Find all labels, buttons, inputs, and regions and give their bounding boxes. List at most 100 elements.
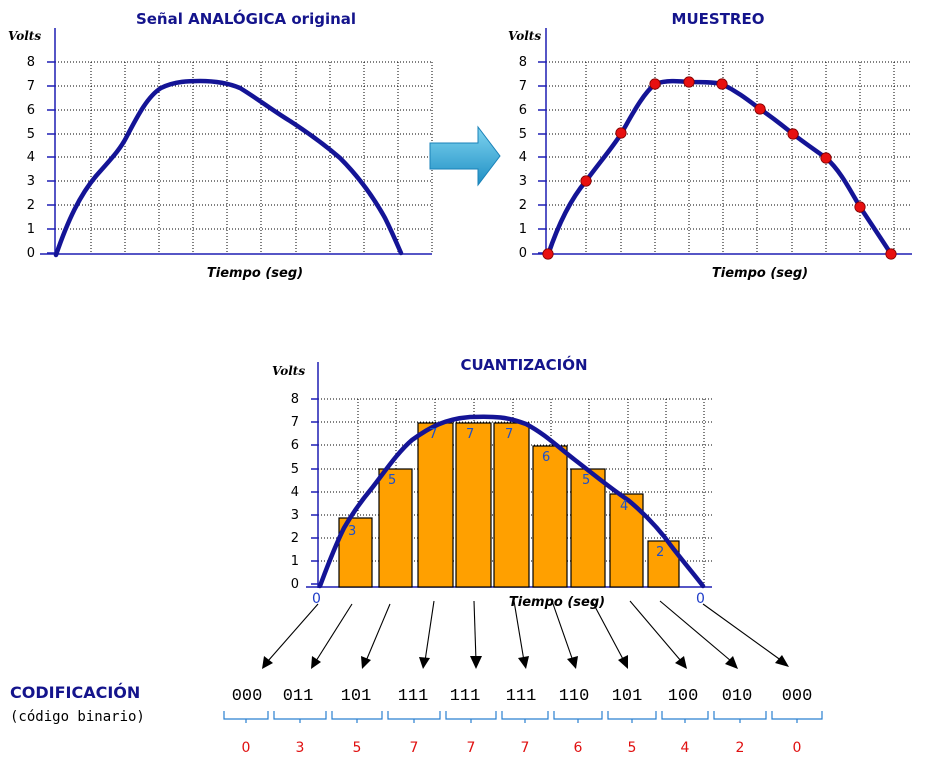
y-tick-label: 6	[519, 103, 527, 118]
sample-point	[885, 248, 897, 260]
decimal-value: 5	[353, 740, 362, 756]
bar-value-label: 5	[388, 473, 396, 488]
sample-points	[542, 76, 897, 260]
y-tick-label: 1	[291, 554, 299, 569]
y-tick-label: 0	[27, 246, 35, 261]
quantization-bar	[532, 445, 568, 588]
quantization-signal-curve	[317, 414, 706, 589]
sampling-panel: MUESTREO Volts	[508, 10, 912, 281]
decimal-value: 0	[793, 740, 802, 756]
y-tick-label: 0	[519, 246, 527, 261]
decimal-value: 6	[574, 740, 583, 756]
decimal-value: 7	[410, 740, 419, 756]
y-tick-label: 2	[291, 531, 299, 546]
sampling-grid	[546, 61, 912, 253]
y-tick-label: 3	[291, 508, 299, 523]
coding-title: CODIFICACIÓN	[10, 683, 140, 702]
binary-code: 111	[398, 687, 429, 706]
analog-xlabel: Tiempo (seg)	[207, 266, 303, 281]
sample-point	[854, 201, 866, 213]
binary-code: 111	[450, 687, 481, 706]
bar-value-label: 5	[582, 473, 590, 488]
analog-signal-curve	[53, 78, 404, 258]
decimal-value: 2	[736, 740, 745, 756]
binary-code: 000	[232, 687, 263, 706]
decimal-value: 4	[681, 740, 690, 756]
bar-value-label: 7	[429, 427, 437, 442]
coding-subtitle: (código binario)	[10, 709, 145, 725]
decimal-value: 7	[467, 740, 476, 756]
y-tick-label: 1	[27, 222, 35, 237]
sampling-ylabel: Volts	[508, 29, 541, 43]
y-tick-label: 8	[519, 55, 527, 70]
y-tick-label: 4	[519, 150, 527, 165]
binary-code: 100	[668, 687, 699, 706]
quantization-bar	[417, 422, 454, 588]
binary-code: 101	[612, 687, 643, 706]
sample-point	[615, 127, 627, 139]
y-tick-label: 2	[519, 198, 527, 213]
analog-grid	[55, 61, 433, 253]
quantization-bar	[570, 468, 606, 588]
y-tick-label: 0	[291, 577, 299, 592]
y-tick-label: 2	[27, 198, 35, 213]
sample-point	[580, 175, 592, 187]
coding-section: CODIFICACIÓN (código binario) 000 011 10…	[10, 683, 823, 756]
y-tick-label: 5	[291, 462, 299, 477]
coding-arrows	[262, 600, 789, 669]
y-tick-label: 7	[291, 415, 299, 430]
y-tick-label: 3	[27, 174, 35, 189]
start-zero-label: 0	[312, 591, 321, 607]
analog-ylabel: Volts	[8, 29, 41, 43]
y-tick-label: 7	[27, 79, 35, 94]
y-tick-label: 6	[291, 438, 299, 453]
decimal-value: 7	[521, 740, 530, 756]
y-tick-label: 3	[519, 174, 527, 189]
decimal-values: 0 3 5 7 7 7 6 5 4 2 0	[242, 740, 802, 756]
binary-code: 010	[722, 687, 753, 706]
sample-point	[542, 248, 554, 260]
binary-code: 000	[782, 687, 813, 706]
y-tick-label: 4	[291, 485, 299, 500]
bar-value-label: 7	[466, 427, 474, 442]
decimal-value: 3	[296, 740, 305, 756]
code-braces	[223, 711, 823, 723]
y-tick-label: 7	[519, 79, 527, 94]
analog-title: Señal ANALÓGICA original	[136, 9, 356, 28]
quantization-bar	[455, 422, 492, 588]
binary-code: 111	[506, 687, 537, 706]
sampling-title: MUESTREO	[672, 10, 765, 28]
binary-code: 101	[341, 687, 372, 706]
binary-codes: 000 011 101 111 111 111 110 101 100 010 …	[232, 687, 813, 706]
y-tick-label: 1	[519, 222, 527, 237]
sample-point	[820, 152, 832, 164]
bar-value-label: 6	[542, 450, 550, 465]
sample-point	[649, 78, 661, 90]
y-tick-label: 5	[27, 127, 35, 142]
sample-point	[683, 76, 695, 88]
sampling-y-ticks: 0 1 2 3 4 5 6 7 8	[519, 55, 546, 261]
bar-value-label: 2	[656, 545, 664, 560]
quantization-xlabel: Tiempo (seg)	[509, 595, 605, 610]
sample-point	[787, 128, 799, 140]
y-tick-label: 8	[27, 55, 35, 70]
quantization-title: CUANTIZACIÓN	[460, 355, 587, 374]
bar-value-label: 4	[620, 499, 628, 514]
right-arrow-icon	[429, 125, 501, 187]
sample-point	[754, 103, 766, 115]
y-tick-label: 6	[27, 103, 35, 118]
bar-value-label: 3	[348, 524, 356, 539]
sampling-xlabel: Tiempo (seg)	[712, 266, 808, 281]
y-tick-label: 5	[519, 127, 527, 142]
end-zero-label: 0	[696, 591, 705, 607]
analog-panel: Señal ANALÓGICA original Volts	[8, 9, 433, 281]
sampled-signal-curve	[545, 78, 894, 258]
y-tick-label: 8	[291, 392, 299, 407]
quantization-bar	[493, 422, 530, 588]
decimal-value: 5	[628, 740, 637, 756]
bar-value-label: 7	[505, 427, 513, 442]
analog-y-ticks: 0 1 2 3 4 5 6 7 8	[27, 55, 55, 261]
quantization-bar	[378, 468, 413, 588]
binary-code: 011	[283, 687, 314, 706]
